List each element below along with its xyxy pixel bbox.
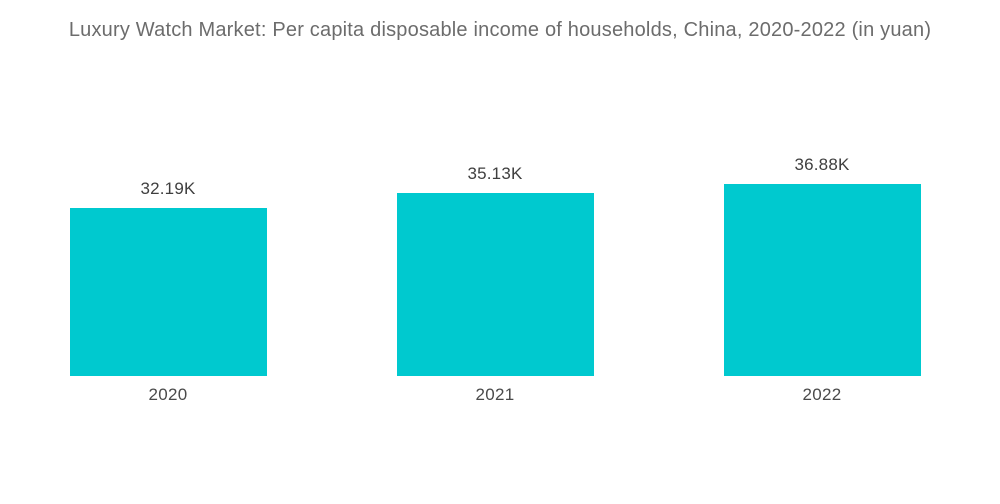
bar-value-label-2022: 36.88K <box>794 155 850 174</box>
bar-category-label-2022: 2022 <box>802 385 842 404</box>
bar-category-label-2020: 2020 <box>148 385 188 404</box>
bar-2021 <box>396 193 594 376</box>
bar-value-label-2021: 35.13K <box>467 164 523 183</box>
bar-2020 <box>69 208 267 376</box>
bar-category-label-2021: 2021 <box>475 385 515 404</box>
chart-title: Luxury Watch Market: Per capita disposab… <box>68 19 932 41</box>
bar-2022 <box>723 184 921 376</box>
bar-value-label-2020: 32.19K <box>140 179 196 198</box>
